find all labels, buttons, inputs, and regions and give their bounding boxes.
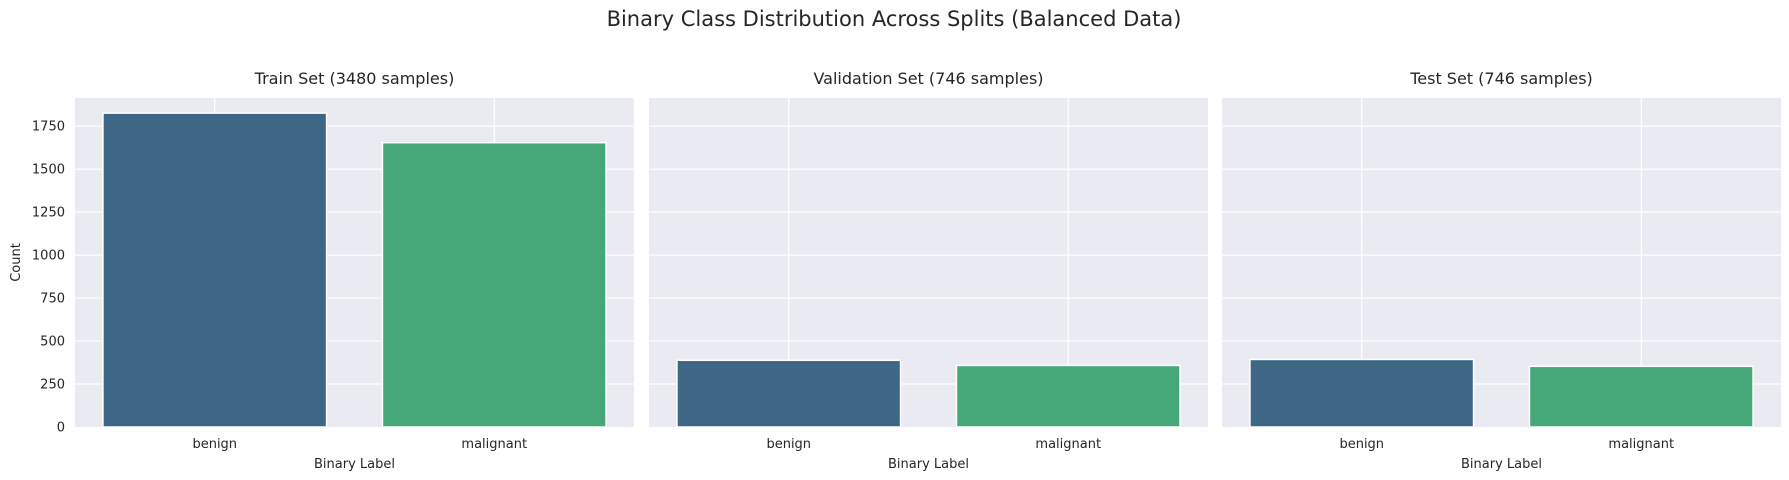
y-tick-label: 1750 bbox=[32, 120, 65, 135]
bar-malignant bbox=[381, 141, 607, 428]
panel-1: benign malignant Validation Set (746 sampl… bbox=[649, 69, 1208, 472]
y-tick-label: 750 bbox=[40, 292, 65, 307]
panel-0: benign malignant Train Set (3480 samples) B… bbox=[32, 69, 634, 472]
x-tick-label: malignant bbox=[1035, 437, 1101, 452]
x-tick-label: malignant bbox=[461, 437, 527, 452]
y-tick-label: 250 bbox=[40, 378, 65, 393]
bar-malignant bbox=[1528, 365, 1754, 428]
y-tick-label: 1500 bbox=[32, 163, 65, 178]
x-tick-label: benign bbox=[1339, 437, 1384, 452]
chart-suptitle: Binary Class Distribution Across Splits … bbox=[607, 7, 1182, 31]
x-tick-label: malignant bbox=[1608, 437, 1674, 452]
y-tick-label: 0 bbox=[57, 421, 65, 436]
x-tick-label: benign bbox=[192, 437, 237, 452]
panel-title: Test Set (746 samples) bbox=[1409, 69, 1593, 88]
x-axis-label: Binary Label bbox=[888, 457, 969, 472]
panel-title: Train Set (3480 samples) bbox=[254, 69, 455, 88]
x-axis-label: Binary Label bbox=[314, 457, 395, 472]
y-tick-label: 1000 bbox=[32, 249, 65, 264]
chart-panels: benign malignant Train Set (3480 samples) B… bbox=[32, 69, 1781, 472]
bar-benign bbox=[1249, 358, 1475, 428]
bar-benign bbox=[676, 359, 902, 428]
y-tick-label: 1250 bbox=[32, 206, 65, 221]
y-tick-label: 500 bbox=[40, 335, 65, 350]
y-axis-label: Count bbox=[9, 243, 24, 282]
bar-malignant bbox=[955, 364, 1181, 428]
panel-2: benign malignant Test Set (746 samples) Bin… bbox=[1222, 69, 1781, 472]
x-tick-label: benign bbox=[766, 437, 811, 452]
x-axis-label: Binary Label bbox=[1461, 457, 1542, 472]
panel-title: Validation Set (746 samples) bbox=[813, 69, 1043, 88]
bar-benign bbox=[102, 112, 328, 428]
